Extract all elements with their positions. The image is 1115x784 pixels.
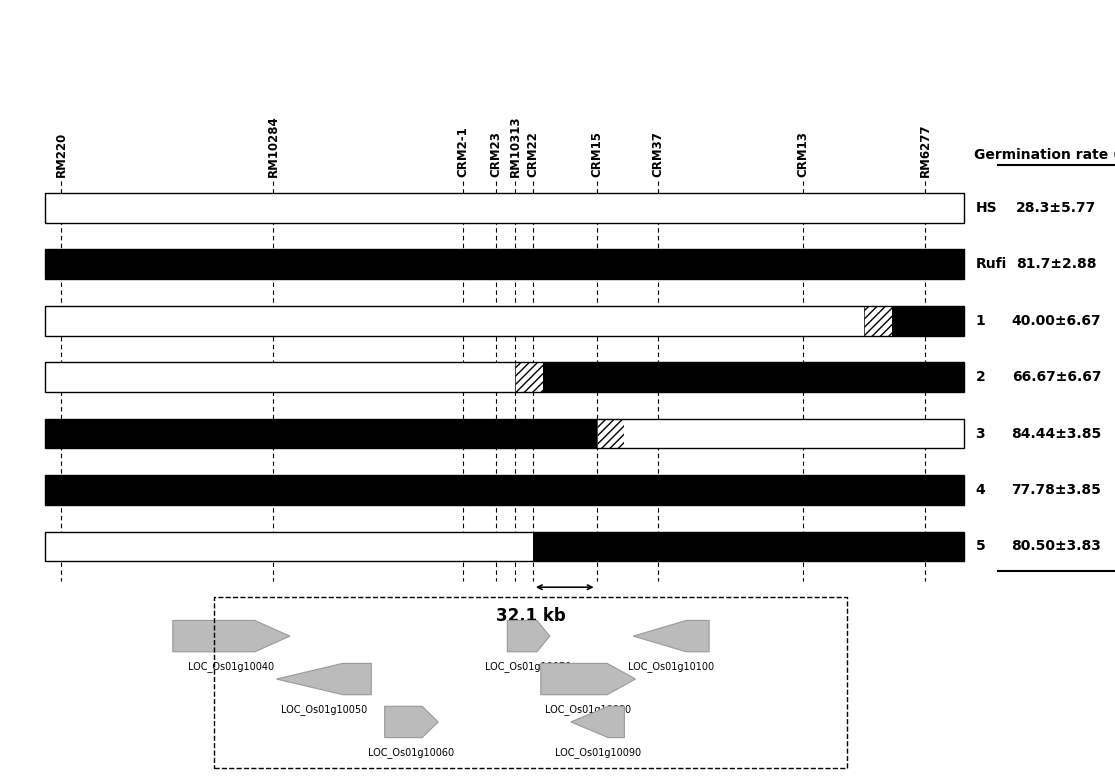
Text: 80.50±3.83: 80.50±3.83 xyxy=(1011,539,1102,554)
Polygon shape xyxy=(385,706,438,738)
Bar xyxy=(546,532,964,561)
Text: 40.00±6.67: 40.00±6.67 xyxy=(1011,314,1102,328)
Bar xyxy=(45,419,964,448)
Bar xyxy=(45,532,964,561)
Bar xyxy=(45,475,964,505)
Text: 4: 4 xyxy=(976,483,986,497)
Text: 77.78±3.85: 77.78±3.85 xyxy=(1011,483,1102,497)
Bar xyxy=(45,306,964,336)
Text: LOC_Os01g10070: LOC_Os01g10070 xyxy=(485,661,572,672)
Bar xyxy=(45,532,964,561)
Bar xyxy=(892,306,964,336)
Bar xyxy=(45,362,964,392)
Bar xyxy=(45,249,964,279)
Text: 32.1 kb: 32.1 kb xyxy=(496,607,565,625)
Polygon shape xyxy=(173,620,290,652)
Bar xyxy=(45,419,964,448)
Text: CRM37: CRM37 xyxy=(651,131,665,177)
Bar xyxy=(45,306,964,336)
Bar xyxy=(45,419,597,448)
Bar xyxy=(45,193,964,223)
Polygon shape xyxy=(507,620,550,652)
Bar xyxy=(624,419,964,448)
Bar xyxy=(214,597,847,768)
Text: Rufi: Rufi xyxy=(976,257,1007,271)
Text: LOC_Os01g10040: LOC_Os01g10040 xyxy=(188,661,274,672)
Bar xyxy=(864,306,892,336)
Text: 1: 1 xyxy=(976,314,986,328)
Polygon shape xyxy=(541,663,636,695)
Bar xyxy=(45,362,515,392)
Polygon shape xyxy=(633,620,709,652)
Bar xyxy=(45,475,964,505)
Text: HS: HS xyxy=(976,201,997,215)
Bar xyxy=(597,419,624,448)
Text: RM10313: RM10313 xyxy=(508,116,522,177)
Bar xyxy=(45,193,964,223)
Text: 5: 5 xyxy=(976,539,986,554)
Bar xyxy=(543,362,964,392)
Text: 66.67±6.67: 66.67±6.67 xyxy=(1011,370,1102,384)
Text: LOC_Os01g10060: LOC_Os01g10060 xyxy=(368,747,455,758)
Text: RM10284: RM10284 xyxy=(266,115,280,177)
Text: 81.7±2.88: 81.7±2.88 xyxy=(1016,257,1097,271)
Text: CRM23: CRM23 xyxy=(489,131,503,177)
Bar xyxy=(45,362,964,392)
Bar xyxy=(45,532,533,561)
Text: RM6277: RM6277 xyxy=(919,124,932,177)
Text: LOC_Os01g10090: LOC_Os01g10090 xyxy=(554,747,641,758)
Text: RM220: RM220 xyxy=(55,132,68,177)
Bar xyxy=(45,249,964,279)
Bar xyxy=(45,306,864,336)
Text: CRM13: CRM13 xyxy=(796,131,809,177)
Text: LOC_Os01g10100: LOC_Os01g10100 xyxy=(628,661,715,672)
Text: LOC_Os01g10050: LOC_Os01g10050 xyxy=(281,704,367,715)
Text: LOC_Os01g10080: LOC_Os01g10080 xyxy=(545,704,631,715)
Bar xyxy=(45,249,964,279)
Text: CRM2-1: CRM2-1 xyxy=(456,126,469,177)
Bar xyxy=(533,532,546,561)
Polygon shape xyxy=(571,706,624,738)
Text: 3: 3 xyxy=(976,426,986,441)
Bar xyxy=(45,475,964,505)
Text: CRM22: CRM22 xyxy=(526,131,540,177)
Polygon shape xyxy=(277,663,371,695)
Text: 2: 2 xyxy=(976,370,986,384)
Bar xyxy=(515,362,543,392)
Text: CRM15: CRM15 xyxy=(590,131,603,177)
Text: 84.44±3.85: 84.44±3.85 xyxy=(1011,426,1102,441)
Bar xyxy=(45,193,964,223)
Text: Germination rate (%): Germination rate (%) xyxy=(973,147,1115,162)
Text: 28.3±5.77: 28.3±5.77 xyxy=(1017,201,1096,215)
